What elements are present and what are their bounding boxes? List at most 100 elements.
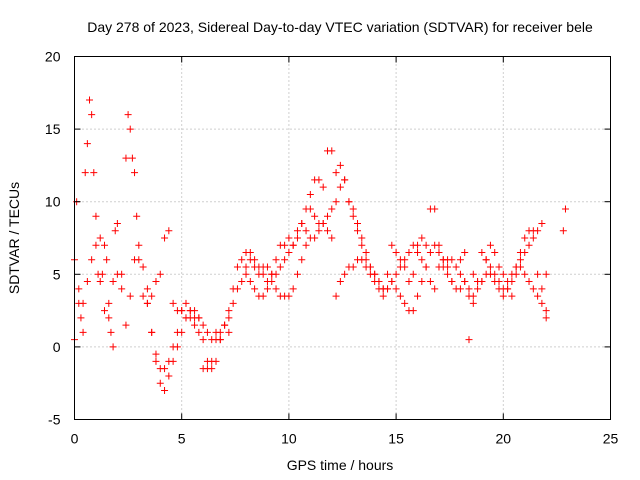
data-point xyxy=(323,212,331,220)
data-point xyxy=(165,357,173,365)
data-point xyxy=(362,256,370,264)
data-point xyxy=(225,314,233,322)
data-point xyxy=(289,285,297,293)
data-point xyxy=(152,350,160,358)
data-point xyxy=(135,241,143,249)
data-point xyxy=(431,205,439,213)
data-point xyxy=(328,147,336,155)
data-point xyxy=(113,219,121,227)
data-point xyxy=(216,336,224,344)
data-point xyxy=(486,241,494,249)
data-point xyxy=(396,263,404,271)
data-point xyxy=(401,299,409,307)
data-point xyxy=(349,263,357,271)
data-point xyxy=(328,234,336,242)
data-point xyxy=(302,227,310,235)
data-point xyxy=(392,285,400,293)
data-point xyxy=(131,169,139,177)
data-point xyxy=(169,343,177,351)
data-point xyxy=(96,278,104,286)
data-point xyxy=(542,314,550,322)
data-point xyxy=(90,169,98,177)
data-point xyxy=(512,270,520,278)
data-point xyxy=(384,270,392,278)
series-SDTVAR-c xyxy=(143,176,550,373)
data-point xyxy=(182,299,190,307)
series-SDTVAR xyxy=(71,96,569,373)
data-point xyxy=(246,278,254,286)
data-point xyxy=(323,227,331,235)
data-point xyxy=(336,161,344,169)
data-point xyxy=(143,299,151,307)
data-point xyxy=(298,256,306,264)
data-point xyxy=(525,241,533,249)
data-point xyxy=(199,336,207,344)
data-point xyxy=(238,256,246,264)
data-point xyxy=(426,249,434,257)
data-point xyxy=(542,270,550,278)
y-tick-label: -5 xyxy=(48,412,61,428)
data-point xyxy=(336,183,344,191)
data-point xyxy=(452,263,460,271)
data-point xyxy=(516,263,524,271)
data-point xyxy=(242,270,250,278)
data-point xyxy=(418,256,426,264)
data-point xyxy=(495,285,503,293)
data-point xyxy=(289,241,297,249)
data-point xyxy=(561,205,569,213)
data-point xyxy=(79,328,87,336)
data-point xyxy=(448,278,456,286)
data-point xyxy=(426,278,434,286)
data-point xyxy=(135,256,143,264)
data-point xyxy=(182,314,190,322)
data-point xyxy=(482,256,490,264)
data-point xyxy=(358,234,366,242)
data-point xyxy=(529,234,537,242)
y-tick-label: 15 xyxy=(45,121,61,137)
data-point xyxy=(212,357,220,365)
data-point xyxy=(86,96,94,104)
data-point xyxy=(456,256,464,264)
x-tick-label: 10 xyxy=(281,431,297,447)
data-point xyxy=(107,328,115,336)
data-point xyxy=(332,198,340,206)
series-SDTVAR-b xyxy=(71,205,550,394)
data-point xyxy=(92,241,100,249)
data-point xyxy=(521,249,529,257)
data-point xyxy=(199,365,207,373)
data-point xyxy=(456,270,464,278)
data-point xyxy=(152,357,160,365)
data-point xyxy=(384,285,392,293)
data-point xyxy=(465,336,473,344)
data-point xyxy=(444,270,452,278)
data-point xyxy=(126,125,134,133)
data-point xyxy=(251,263,259,271)
data-point xyxy=(77,314,85,322)
data-point xyxy=(341,270,349,278)
data-point xyxy=(229,299,237,307)
data-point xyxy=(109,278,117,286)
data-point xyxy=(173,328,181,336)
data-point xyxy=(118,285,126,293)
data-point xyxy=(208,365,216,373)
data-point xyxy=(405,278,413,286)
data-point xyxy=(233,263,241,271)
data-point xyxy=(165,227,173,235)
data-point xyxy=(251,285,259,293)
data-point xyxy=(328,205,336,213)
data-point xyxy=(216,328,224,336)
data-point xyxy=(409,241,417,249)
data-point xyxy=(88,256,96,264)
data-point xyxy=(255,270,263,278)
data-point xyxy=(302,241,310,249)
data-points xyxy=(71,96,569,394)
data-point xyxy=(165,372,173,380)
data-point xyxy=(169,299,177,307)
data-point xyxy=(101,241,109,249)
x-tick-label: 25 xyxy=(603,431,619,447)
data-point xyxy=(143,285,151,293)
data-point xyxy=(126,292,134,300)
data-point xyxy=(96,234,104,242)
data-point xyxy=(105,299,113,307)
data-point xyxy=(534,292,542,300)
